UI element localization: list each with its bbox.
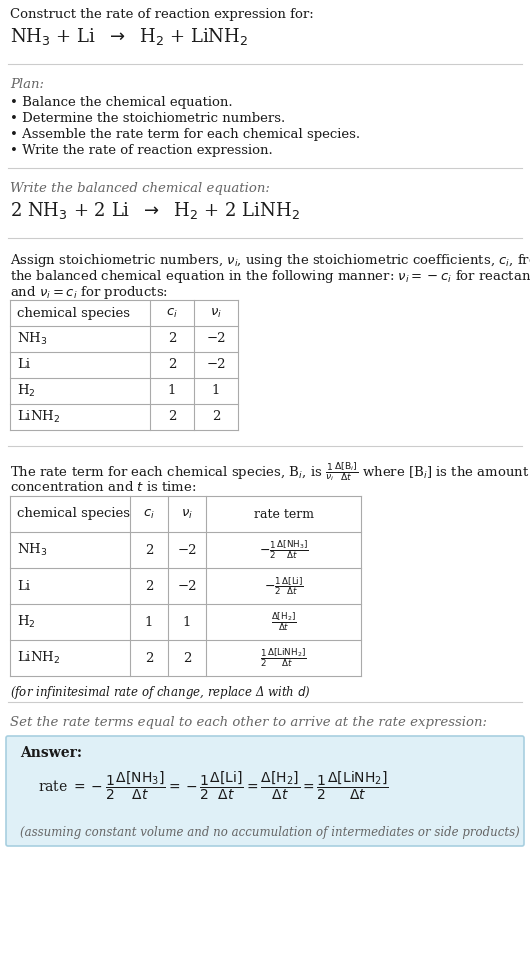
Text: $-\frac{1}{2}\frac{\Delta[\mathrm{Li}]}{\Delta t}$: $-\frac{1}{2}\frac{\Delta[\mathrm{Li}]}{…: [263, 575, 303, 597]
Text: Answer:: Answer:: [20, 746, 82, 760]
Text: Li: Li: [17, 580, 30, 592]
Text: Plan:: Plan:: [10, 78, 44, 91]
Text: and $\nu_i = c_i$ for products:: and $\nu_i = c_i$ for products:: [10, 284, 168, 301]
Text: $-\frac{1}{2}\frac{\Delta[\mathrm{NH_3}]}{\Delta t}$: $-\frac{1}{2}\frac{\Delta[\mathrm{NH_3}]…: [259, 539, 308, 561]
Text: 2: 2: [168, 333, 176, 346]
Text: H$_2$: H$_2$: [17, 383, 36, 399]
Text: 2: 2: [183, 652, 191, 665]
Text: Write the balanced chemical equation:: Write the balanced chemical equation:: [10, 182, 270, 195]
Text: −2: −2: [206, 358, 226, 372]
Text: $c_i$: $c_i$: [166, 306, 178, 319]
Text: NH$_3$ + Li  $\rightarrow$  H$_2$ + LiNH$_2$: NH$_3$ + Li $\rightarrow$ H$_2$ + LiNH$_…: [10, 26, 249, 47]
Text: Construct the rate of reaction expression for:: Construct the rate of reaction expressio…: [10, 8, 314, 21]
Text: H$_2$: H$_2$: [17, 614, 36, 630]
Text: the balanced chemical equation in the following manner: $\nu_i = -c_i$ for react: the balanced chemical equation in the fo…: [10, 268, 530, 285]
Text: • Assemble the rate term for each chemical species.: • Assemble the rate term for each chemic…: [10, 128, 360, 141]
Text: 1: 1: [212, 385, 220, 397]
Text: rate term: rate term: [253, 508, 314, 520]
Text: 2: 2: [212, 411, 220, 424]
Text: • Balance the chemical equation.: • Balance the chemical equation.: [10, 96, 233, 109]
Text: $\frac{\Delta[\mathrm{H_2}]}{\Delta t}$: $\frac{\Delta[\mathrm{H_2}]}{\Delta t}$: [271, 611, 296, 633]
Text: LiNH$_2$: LiNH$_2$: [17, 650, 60, 666]
Text: −2: −2: [177, 544, 197, 556]
Text: NH$_3$: NH$_3$: [17, 331, 47, 347]
Text: 2: 2: [145, 580, 153, 592]
Text: (for infinitesimal rate of change, replace Δ with $d$): (for infinitesimal rate of change, repla…: [10, 684, 311, 701]
Text: 2: 2: [145, 544, 153, 556]
Text: • Determine the stoichiometric numbers.: • Determine the stoichiometric numbers.: [10, 112, 285, 125]
Text: Set the rate terms equal to each other to arrive at the rate expression:: Set the rate terms equal to each other t…: [10, 716, 487, 729]
Text: 2: 2: [145, 652, 153, 665]
Text: chemical species: chemical species: [17, 306, 130, 319]
Text: $\nu_i$: $\nu_i$: [210, 306, 222, 319]
Text: NH$_3$: NH$_3$: [17, 542, 47, 558]
Text: Assign stoichiometric numbers, $\nu_i$, using the stoichiometric coefficients, $: Assign stoichiometric numbers, $\nu_i$, …: [10, 252, 530, 269]
Text: Li: Li: [17, 358, 30, 372]
FancyBboxPatch shape: [6, 736, 524, 846]
Text: −2: −2: [206, 333, 226, 346]
Text: −2: −2: [177, 580, 197, 592]
Text: $\frac{1}{2}\frac{\Delta[\mathrm{LiNH_2}]}{\Delta t}$: $\frac{1}{2}\frac{\Delta[\mathrm{LiNH_2}…: [260, 647, 307, 670]
Text: 1: 1: [183, 616, 191, 629]
Text: The rate term for each chemical species, B$_i$, is $\frac{1}{\nu_i}\frac{\Delta[: The rate term for each chemical species,…: [10, 460, 529, 483]
Text: concentration and $t$ is time:: concentration and $t$ is time:: [10, 480, 197, 494]
Text: $c_i$: $c_i$: [143, 508, 155, 520]
Text: 2: 2: [168, 358, 176, 372]
Text: 1: 1: [145, 616, 153, 629]
Text: (assuming constant volume and no accumulation of intermediates or side products): (assuming constant volume and no accumul…: [20, 826, 520, 839]
Text: rate $= -\dfrac{1}{2}\dfrac{\Delta[\mathrm{NH_3}]}{\Delta t} = -\dfrac{1}{2}\dfr: rate $= -\dfrac{1}{2}\dfrac{\Delta[\math…: [38, 770, 389, 802]
Text: 2: 2: [168, 411, 176, 424]
Text: chemical species: chemical species: [17, 508, 130, 520]
Text: $\nu_i$: $\nu_i$: [181, 508, 193, 520]
Text: • Write the rate of reaction expression.: • Write the rate of reaction expression.: [10, 144, 273, 157]
Text: 2 NH$_3$ + 2 Li  $\rightarrow$  H$_2$ + 2 LiNH$_2$: 2 NH$_3$ + 2 Li $\rightarrow$ H$_2$ + 2 …: [10, 200, 300, 221]
Text: LiNH$_2$: LiNH$_2$: [17, 409, 60, 426]
Text: 1: 1: [168, 385, 176, 397]
